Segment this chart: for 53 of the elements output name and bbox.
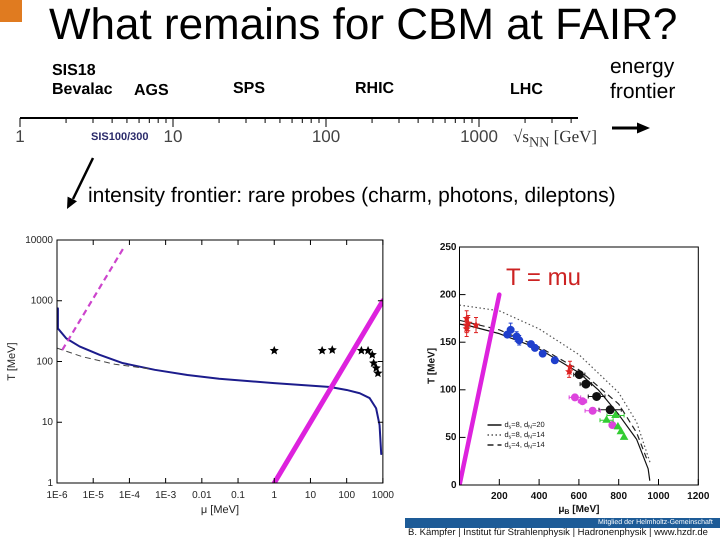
x-tick-label: 1200 bbox=[687, 490, 710, 502]
point bbox=[620, 432, 628, 440]
x-tick-label: 1000 bbox=[372, 490, 394, 501]
point bbox=[614, 422, 622, 430]
text: energy frontier bbox=[610, 54, 676, 104]
point bbox=[550, 356, 559, 364]
text: LHC bbox=[510, 81, 543, 100]
x-tick-label: 0.01 bbox=[192, 490, 212, 501]
y-tick-label: 250 bbox=[440, 242, 457, 253]
x-tick-label: 100 bbox=[338, 490, 356, 501]
point bbox=[538, 350, 547, 358]
text: 100 bbox=[312, 127, 340, 147]
text: SIS100/300 bbox=[91, 131, 148, 144]
y-tick-label: 200 bbox=[440, 289, 457, 300]
y-tick-label: 1000 bbox=[30, 296, 54, 306]
x-tick-label: 200 bbox=[490, 490, 508, 502]
y-tick-label: 0 bbox=[450, 480, 457, 491]
text: SPS bbox=[233, 80, 266, 98]
y-tick-label: 100 bbox=[36, 356, 54, 368]
x-tick-label: 800 bbox=[610, 490, 628, 502]
y-tick-label: 10 bbox=[42, 417, 54, 428]
x-tick-label: 600 bbox=[570, 490, 588, 502]
y-tick-label: 50 bbox=[445, 432, 457, 444]
text: Bevalac bbox=[52, 81, 112, 100]
x-tick-label: 1E-3 bbox=[155, 490, 177, 501]
y-tick-label: 10000 bbox=[25, 234, 54, 246]
annotation: T = mu bbox=[506, 264, 581, 292]
text: B. Kämpfer | Institut für Strahlenphysik | Hadronenphysik | www.hzdr.de bbox=[408, 527, 708, 539]
text: 1000 bbox=[460, 127, 498, 147]
y-tick-label: 1 bbox=[47, 478, 54, 489]
x-tick-label: 1E-5 bbox=[82, 490, 104, 501]
x-tick-label: 0.1 bbox=[231, 490, 246, 501]
x-tick-label: 1 bbox=[271, 490, 278, 501]
text: √s$_{NN}$ [GeV] bbox=[513, 127, 598, 151]
x-tick-label: 400 bbox=[530, 490, 548, 502]
y-axis-title: T [MeV] bbox=[426, 348, 438, 384]
point bbox=[616, 427, 625, 434]
text: What remains for CBM at FAIR? bbox=[49, 0, 678, 51]
text: RHIC bbox=[355, 80, 394, 98]
text: 1 bbox=[15, 127, 25, 147]
point bbox=[530, 344, 539, 352]
text: SIS18 bbox=[52, 62, 96, 80]
x-tick-label: 10 bbox=[304, 490, 316, 501]
y-tick-label: 150 bbox=[440, 336, 457, 348]
y-tick-label: 100 bbox=[440, 384, 457, 396]
text: AGS bbox=[134, 82, 169, 100]
x-tick-label: 1E-4 bbox=[118, 490, 140, 501]
text: 10 bbox=[164, 127, 182, 147]
x-axis-title: μ [MeV] bbox=[200, 504, 239, 516]
x-tick-label: 1000 bbox=[647, 490, 670, 502]
y-axis-title: T [MeV] bbox=[6, 342, 18, 381]
text: intensity frontier: rare probes (charm, photons, dileptons) bbox=[88, 184, 616, 208]
x-tick-label: 1E-6 bbox=[46, 490, 68, 501]
